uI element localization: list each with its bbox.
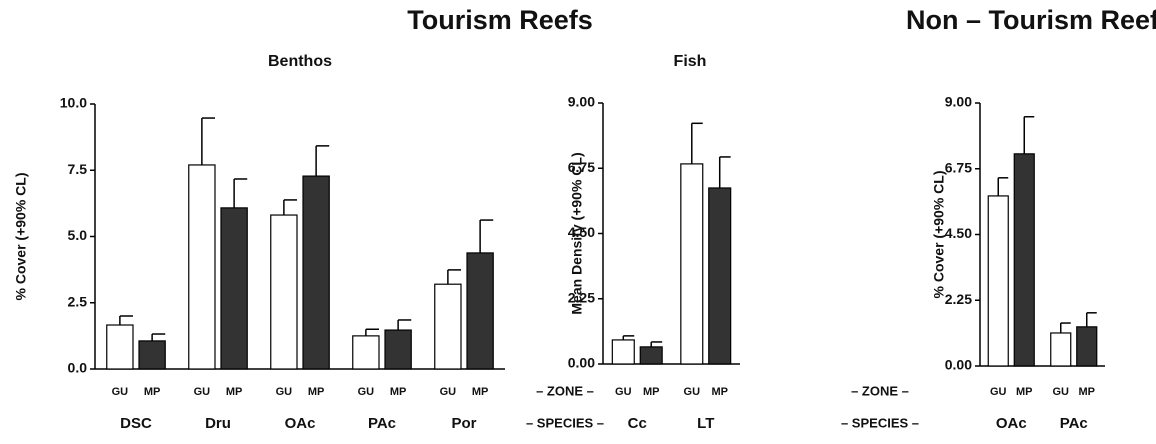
- y-tick-label: 2.25: [945, 291, 972, 307]
- y-tick-label: 6.75: [945, 159, 972, 175]
- x-tick-label: OAc: [285, 415, 316, 432]
- bar: [1076, 326, 1098, 367]
- y-tick-label: 9.00: [568, 94, 595, 110]
- zone-tick-label: GU: [358, 386, 375, 398]
- y-tick-label: 0.00: [568, 355, 595, 371]
- x-tick-label: LT: [697, 415, 714, 432]
- zone-label: – ZONE –: [851, 383, 909, 398]
- zone-tick-label: GU: [990, 386, 1007, 398]
- x-tick-label: PAc: [1060, 415, 1088, 432]
- zone-tick-label: MP: [308, 386, 325, 398]
- bar: [1013, 153, 1035, 367]
- zone-tick-label: GU: [112, 386, 129, 398]
- zone-tick-label: GU: [615, 386, 632, 398]
- header: Tourism Reefs: [407, 5, 593, 35]
- x-tick-label: Por: [451, 415, 476, 432]
- zone-tick-label: GU: [684, 386, 701, 398]
- y-tick-label: 6.75: [568, 159, 595, 175]
- bar: [611, 339, 635, 365]
- y-tick-label: 10.0: [60, 95, 87, 111]
- bar: [188, 164, 216, 370]
- bar: [639, 346, 663, 365]
- bar: [987, 195, 1009, 367]
- zone-tick-label: GU: [440, 386, 457, 398]
- y-tick-label: 4.50: [568, 224, 595, 240]
- bar: [1050, 332, 1072, 367]
- y-tick-label: 2.5: [68, 293, 88, 309]
- x-tick-label: Dru: [205, 415, 231, 432]
- bar: [434, 283, 462, 370]
- y-tick-label: 9.00: [945, 94, 972, 110]
- species-label: – SPECIES –: [526, 415, 604, 430]
- zone-tick-label: MP: [643, 386, 660, 398]
- zone-tick-label: MP: [472, 386, 489, 398]
- zone-tick-label: MP: [226, 386, 243, 398]
- bar: [352, 335, 380, 370]
- bar: [680, 163, 704, 365]
- y-tick-label: 5.0: [68, 227, 88, 243]
- bar: [466, 252, 494, 370]
- zone-tick-label: MP: [390, 386, 407, 398]
- bar: [302, 175, 330, 370]
- y-tick-label: 0.0: [68, 360, 88, 376]
- x-tick-label: DSC: [120, 415, 152, 432]
- panel-title: Fish: [674, 53, 707, 70]
- y-tick-label: 2.25: [568, 289, 595, 305]
- x-tick-label: PAc: [368, 415, 396, 432]
- zone-tick-label: GU: [194, 386, 211, 398]
- zone-tick-label: MP: [144, 386, 161, 398]
- zone-tick-label: GU: [276, 386, 293, 398]
- zone-tick-label: MP: [711, 386, 728, 398]
- y-axis-label: Mean Density (+90% CL): [569, 152, 585, 314]
- x-tick-label: OAc: [996, 415, 1027, 432]
- zone-label: – ZONE –: [536, 383, 594, 398]
- x-tick-label: Cc: [628, 415, 647, 432]
- y-axis-label: % Cover (+90% CL): [13, 173, 29, 301]
- bar: [270, 214, 298, 370]
- bar: [220, 207, 248, 370]
- zone-tick-label: GU: [1053, 386, 1070, 398]
- y-tick-label: 0.00: [945, 357, 972, 373]
- bar: [384, 329, 412, 370]
- y-tick-label: 4.50: [945, 225, 972, 241]
- panel-title: Benthos: [268, 53, 332, 70]
- y-tick-label: 7.5: [68, 161, 88, 177]
- species-label: – SPECIES –: [841, 415, 919, 430]
- header: Non – Tourism Reefs: [906, 5, 1156, 35]
- zone-tick-label: MP: [1016, 386, 1033, 398]
- zone-tick-label: MP: [1079, 386, 1096, 398]
- y-axis-label: % Cover (+90% CL): [931, 171, 947, 299]
- bar: [138, 340, 166, 370]
- bar: [106, 324, 134, 370]
- bar: [708, 187, 732, 365]
